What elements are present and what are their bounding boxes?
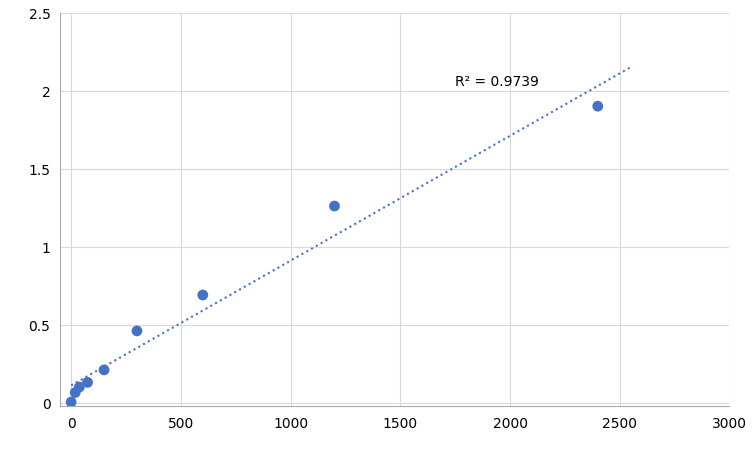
Point	[81, 379, 93, 386]
Point	[592, 103, 604, 110]
Point	[65, 399, 77, 406]
Text: R² = 0.9739: R² = 0.9739	[455, 75, 539, 89]
Point	[98, 367, 110, 374]
Point	[69, 389, 81, 396]
Point	[197, 292, 209, 299]
Point	[74, 384, 86, 391]
Point	[329, 203, 341, 210]
Point	[131, 327, 143, 335]
